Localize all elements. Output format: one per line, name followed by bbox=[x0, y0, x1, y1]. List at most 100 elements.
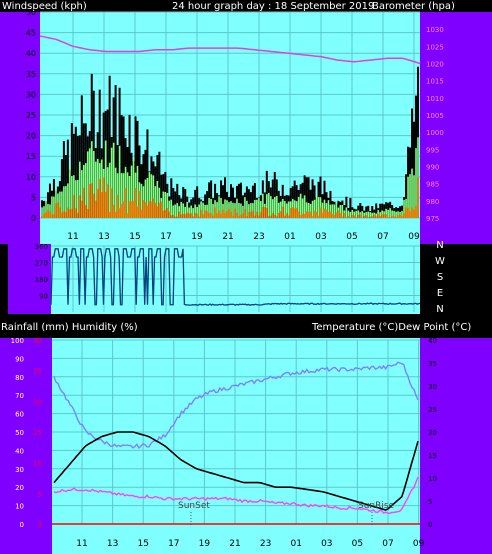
wind-direction-line bbox=[50, 248, 421, 306]
top-xtick-label: 03 bbox=[315, 232, 326, 242]
compass-letter: E bbox=[437, 288, 443, 299]
bottom-series bbox=[52, 361, 420, 525]
sunrise-label: SunRise bbox=[358, 501, 395, 511]
bottom-xtick-label: 17 bbox=[168, 539, 179, 549]
wdir-right-bg bbox=[420, 244, 492, 316]
wdir-ytick-label: 270 bbox=[35, 260, 48, 268]
humidity-ytick-label: 80 bbox=[15, 374, 24, 382]
top-xtick-label: 07 bbox=[377, 232, 388, 242]
temp-ytick-label: 25 bbox=[428, 406, 437, 414]
top-ytick-right: 1000 bbox=[426, 129, 444, 137]
humidity-ytick-label: 50 bbox=[15, 429, 24, 437]
top-xtick-label: 23 bbox=[253, 232, 264, 242]
top-ytick-left: 15 bbox=[26, 152, 36, 161]
sunset-label: SunSet bbox=[178, 501, 210, 511]
top-ytick-right: 985 bbox=[426, 181, 439, 189]
top-ytick-right: 1020 bbox=[426, 61, 444, 69]
barometer-line bbox=[39, 35, 421, 65]
top-xtick-label: 17 bbox=[160, 232, 171, 242]
top-ytick-left: 5 bbox=[31, 193, 36, 202]
dewpoint-line bbox=[53, 476, 419, 514]
top-ytick-right: 1010 bbox=[426, 95, 444, 103]
top-ytick-right: 1030 bbox=[426, 26, 444, 34]
humidity-ytick-label: 20 bbox=[15, 484, 24, 492]
top-ytick-right: 1015 bbox=[426, 78, 444, 86]
rain-ytick-label: 20 bbox=[33, 398, 42, 406]
rain-ytick-label: 10 bbox=[33, 460, 42, 468]
humidity-ytick-label: 60 bbox=[15, 411, 24, 419]
bottom-xtick-label: 21 bbox=[229, 539, 240, 549]
temp-ytick-label: 40 bbox=[428, 337, 437, 345]
wdir-series bbox=[50, 248, 421, 306]
wdir-ytick-label: 90 bbox=[39, 293, 48, 301]
bottom-xtick-label: 15 bbox=[137, 539, 148, 549]
header-left: Windspeed (kph) bbox=[2, 1, 87, 12]
temp-ytick-label: 10 bbox=[428, 475, 437, 483]
top-ytick-right: 980 bbox=[426, 198, 439, 206]
humidity-ytick-label: 70 bbox=[15, 392, 24, 400]
bottom-yaxis-temp-labels: 0 5 10 15 20 25 30 35 40 bbox=[428, 337, 437, 529]
top-ytick-left: 20 bbox=[26, 132, 36, 141]
rain-ytick-label: 0 bbox=[38, 521, 42, 529]
top-xtick-label: 15 bbox=[129, 232, 140, 242]
bottom-xtick-label: 11 bbox=[76, 539, 87, 549]
top-xtick-label: 21 bbox=[222, 232, 233, 242]
top-xtick-label: 19 bbox=[191, 232, 203, 242]
temperature-line bbox=[53, 431, 419, 511]
top-ytick-left: 40 bbox=[26, 49, 36, 58]
top-xtick-label: 09 bbox=[408, 232, 420, 242]
humidity-ytick-label: 10 bbox=[15, 503, 24, 511]
bottom-xtick-label: 13 bbox=[107, 539, 118, 549]
temp-ytick-label: 20 bbox=[428, 429, 437, 437]
top-ytick-left: 30 bbox=[26, 90, 36, 99]
wdir-yaxis-labels: 90 180 270 360 bbox=[35, 243, 48, 301]
bottom-left-axis-bg bbox=[0, 338, 52, 554]
humidity-line bbox=[53, 361, 419, 450]
bottom-xtick-label: 03 bbox=[321, 539, 332, 549]
top-ytick-right: 1025 bbox=[426, 43, 444, 51]
top-ytick-left: 25 bbox=[26, 111, 36, 120]
temp-ytick-label: 35 bbox=[428, 360, 437, 368]
rain-ytick-label: 30 bbox=[33, 337, 42, 345]
header-center: 24 hour graph day : 18 September 2019 bbox=[172, 1, 374, 12]
bottom-xaxis-labels: 11 13 15 17 19 21 23 01 03 05 07 09 bbox=[76, 539, 424, 549]
wdir-grid bbox=[51, 245, 420, 312]
wdir-left-gap bbox=[0, 244, 8, 316]
top-yaxis-right-labels: 975 980 985 990 995 1000 1005 1010 1015 1020 1025 1… bbox=[426, 26, 444, 223]
temp-ytick-label: 0 bbox=[428, 521, 432, 529]
top-ytick-left: 50 bbox=[26, 8, 36, 17]
compass-letter: W bbox=[435, 256, 445, 267]
humidity-ytick-label: 0 bbox=[20, 521, 24, 529]
temp-ytick-label: 5 bbox=[428, 498, 432, 506]
bottom-xtick-label: 05 bbox=[352, 539, 363, 549]
header-right: Barometer (hpa) bbox=[372, 1, 455, 12]
mid-header-right: Temperature (°C)Dew Point (°C) bbox=[311, 322, 471, 333]
bottom-yaxis-humidity-labels: 0 10 20 30 40 50 60 70 80 90 100 bbox=[11, 337, 24, 529]
compass-letter: S bbox=[437, 272, 443, 283]
temp-ytick-label: 30 bbox=[428, 383, 437, 391]
bottom-xtick-label: 09 bbox=[413, 539, 425, 549]
top-xtick-label: 05 bbox=[346, 232, 357, 242]
rain-ytick-label: 25 bbox=[33, 368, 42, 376]
top-ytick-right: 990 bbox=[426, 164, 439, 172]
mid-header-left: Rainfall (mm) Humidity (%) bbox=[1, 322, 138, 333]
top-xaxis-labels: 11 13 15 17 19 21 23 01 03 05 07 09 bbox=[67, 232, 420, 242]
bottom-xtick-label: 19 bbox=[199, 539, 211, 549]
top-ytick-left: 45 bbox=[26, 29, 36, 38]
top-xaxis-bg bbox=[40, 228, 420, 244]
wdir-left-axis-bg bbox=[8, 244, 51, 314]
top-ytick-left: 10 bbox=[26, 173, 36, 182]
sun-markers: SunSet SunRise bbox=[178, 501, 395, 526]
top-right-axis-bg bbox=[420, 12, 492, 244]
compass-letter: N bbox=[436, 240, 443, 251]
top-ytick-left: 0 bbox=[31, 214, 36, 223]
top-ytick-right: 995 bbox=[426, 146, 439, 154]
humidity-ytick-label: 90 bbox=[15, 355, 24, 363]
wdir-ytick-label: 360 bbox=[35, 243, 48, 251]
top-ytick-left: 35 bbox=[26, 70, 36, 79]
bottom-xtick-label: 01 bbox=[290, 539, 301, 549]
wdir-ytick-label: 180 bbox=[35, 276, 48, 284]
rain-ytick-label: 15 bbox=[33, 429, 42, 437]
